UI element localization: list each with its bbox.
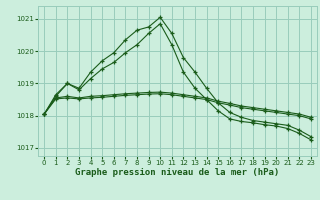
X-axis label: Graphe pression niveau de la mer (hPa): Graphe pression niveau de la mer (hPa) <box>76 168 280 177</box>
